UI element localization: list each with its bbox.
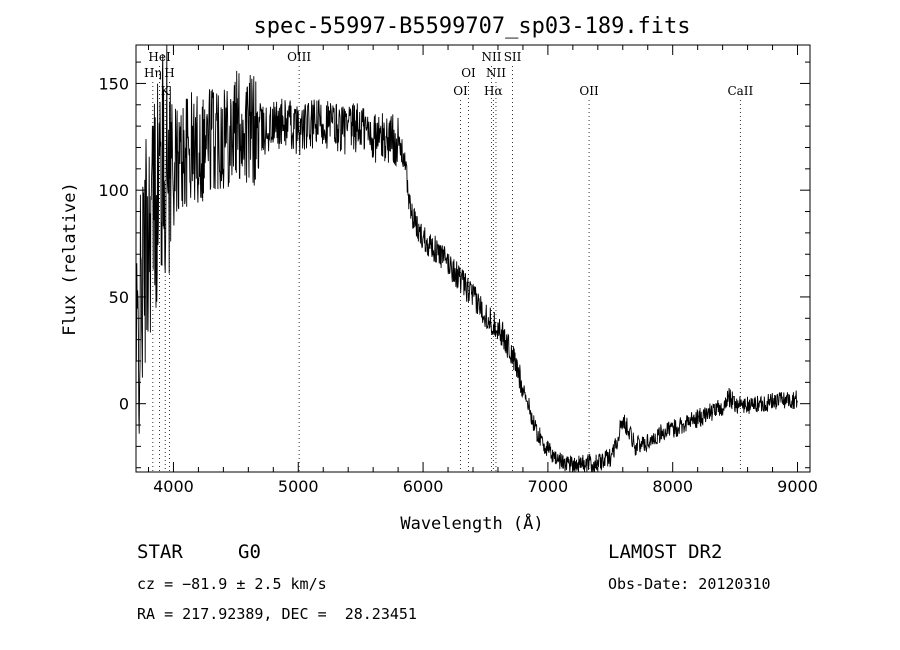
x-tick-label: 8000 — [652, 477, 693, 496]
line-marker-label: K — [161, 84, 171, 98]
line-marker-label: OI — [461, 66, 476, 80]
line-marker-label: OII — [579, 84, 599, 98]
object-subclass: G0 — [238, 541, 261, 563]
redshift-velocity: cz = −81.9 ± 2.5 km/s — [137, 575, 327, 593]
y-tick-label: 0 — [119, 395, 129, 414]
x-tick-label: 6000 — [403, 477, 444, 496]
spectrum-line — [135, 44, 798, 473]
series-layer — [135, 44, 798, 473]
x-axis-label: Wavelength (Å) — [400, 512, 543, 534]
y-tick-label: 100 — [98, 181, 129, 200]
observation-date: Obs-Date: 20120310 — [608, 575, 771, 593]
x-tick-label: 5000 — [278, 477, 319, 496]
coordinates: RA = 217.92389, DEC = 28.23451 — [137, 605, 417, 623]
line-marker-label: Hα — [484, 84, 503, 98]
x-tick-label: 9000 — [777, 477, 818, 496]
line-marker-label: SII — [504, 50, 522, 64]
y-tick-label: 50 — [109, 288, 129, 307]
line-marker-label: NII — [481, 50, 501, 64]
x-tick-label: 4000 — [153, 477, 194, 496]
x-tick-label: 7000 — [528, 477, 569, 496]
line-marker-label: CaII — [727, 84, 753, 98]
y-tick-label: 150 — [98, 74, 129, 93]
line-marker-label: HeI — [148, 50, 171, 64]
line-marker-label: H — [164, 66, 174, 80]
object-class: STAR — [137, 541, 183, 563]
line-marker-label: Hη — [144, 66, 162, 80]
axis-ticks: 4000 5000 6000 7000 8000 9000 0 50 100 150 — [98, 45, 818, 496]
line-marker-label: OIII — [287, 50, 311, 64]
line-marker-label: OI — [453, 84, 468, 98]
line-marker-label: NII — [486, 66, 506, 80]
survey-name: LAMOST DR2 — [608, 541, 723, 563]
chart-title: spec-55997-B5599707_sp03-189.fits — [253, 14, 690, 39]
y-axis-label: Flux (relative) — [60, 182, 80, 336]
